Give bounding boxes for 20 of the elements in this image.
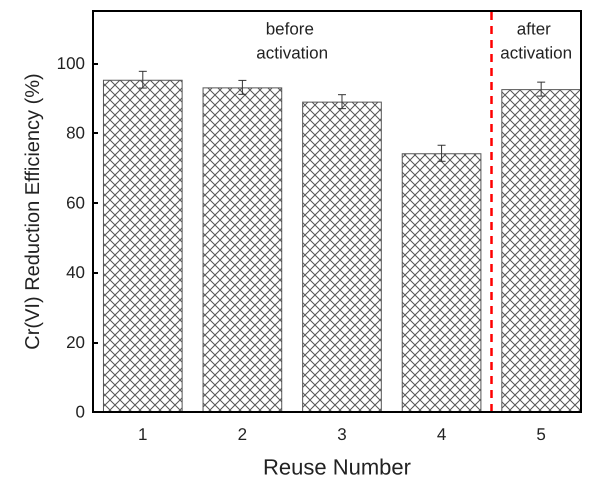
bar [102, 80, 183, 412]
y-tick-label: 60 [66, 193, 85, 212]
y-tick-label: 40 [66, 263, 85, 282]
y-axis-title: Cr(VI) Reduction Efficiency (%) [22, 73, 44, 350]
bar [202, 87, 282, 412]
bar [402, 153, 482, 412]
y-tick-label: 20 [66, 332, 85, 352]
x-tick-label: 1 [138, 425, 148, 444]
x-tick-label: 5 [536, 425, 546, 444]
y-tick-label: 0 [76, 402, 85, 422]
y-tick-label: 100 [56, 54, 85, 73]
y-tick-label: 80 [66, 124, 85, 143]
x-tick-label: 2 [238, 425, 248, 444]
x-tick-label: 3 [337, 425, 347, 444]
x-axis-title: Reuse Number [263, 454, 411, 480]
bar [302, 102, 382, 412]
bar [501, 89, 581, 412]
annotation: after activation [500, 20, 572, 62]
x-tick-label: 4 [436, 425, 446, 444]
annotation: before activation [256, 20, 328, 62]
